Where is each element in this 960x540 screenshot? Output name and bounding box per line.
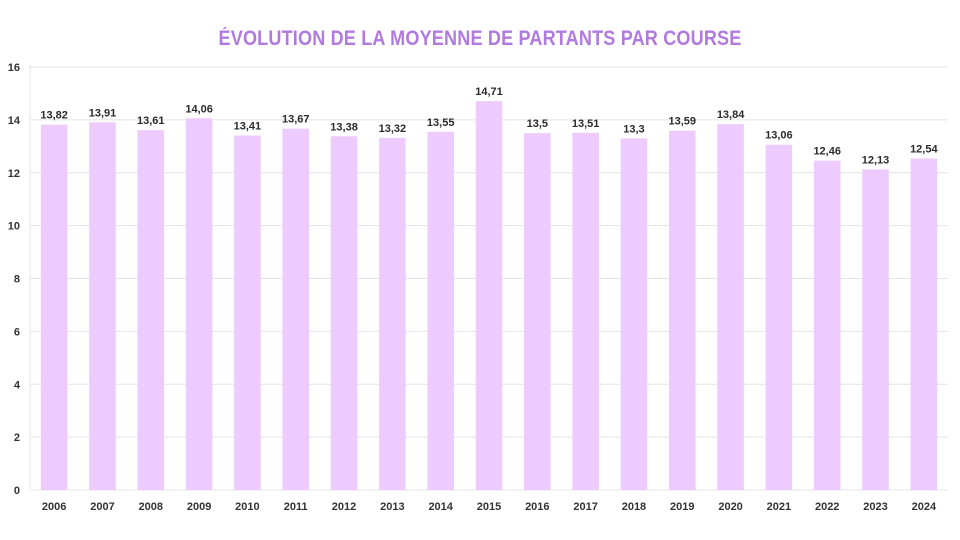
x-tick-label: 2008 (139, 501, 163, 513)
bar-2013 (379, 137, 406, 491)
chart-title: ÉVOLUTION DE LA MOYENNE DE PARTANTS PAR … (218, 27, 742, 50)
y-tick-label: 14 (8, 115, 21, 127)
data-label: 13,84 (717, 109, 745, 121)
x-tick-label: 2024 (912, 501, 937, 513)
bar-2015 (475, 101, 503, 491)
bar-2021 (765, 144, 793, 490)
bar-2012 (330, 136, 358, 491)
x-tick-label: 2009 (187, 501, 211, 513)
data-label: 13,67 (282, 114, 310, 126)
x-tick-label: 2016 (525, 501, 549, 513)
x-tick-label: 2014 (428, 501, 453, 513)
y-tick-label: 8 (14, 274, 20, 286)
data-label: 13,32 (379, 123, 407, 135)
x-tick-label: 2015 (477, 501, 501, 513)
data-label: 13,38 (330, 121, 358, 133)
x-tick-label: 2017 (573, 501, 597, 513)
bar-2017 (572, 132, 599, 490)
data-label: 13,5 (527, 118, 548, 130)
y-tick-label: 4 (14, 379, 21, 391)
bar-2016 (524, 133, 551, 490)
bar-2023 (862, 169, 889, 491)
data-label: 14,71 (475, 86, 503, 98)
data-label: 12,54 (910, 143, 938, 155)
bar-2014 (427, 131, 454, 490)
x-tick-label: 2023 (863, 501, 887, 513)
x-tick-label: 2010 (235, 501, 259, 513)
bar-2018 (620, 138, 648, 490)
data-label: 13,59 (668, 116, 696, 128)
bar-2022 (813, 160, 841, 490)
bar-2020 (717, 124, 744, 490)
bar-2007 (89, 122, 116, 491)
y-tick-label: 16 (8, 62, 20, 74)
x-tick-label: 2020 (718, 501, 742, 513)
y-tick-label: 2 (14, 432, 20, 444)
x-tick-label: 2018 (622, 501, 646, 513)
data-label: 13,3 (623, 123, 644, 135)
data-label: 13,91 (89, 107, 117, 119)
x-tick-label: 2007 (90, 501, 114, 513)
data-label: 13,55 (427, 117, 455, 129)
data-label: 13,41 (234, 120, 262, 132)
y-tick-label: 12 (8, 168, 20, 180)
x-tick-label: 2019 (670, 501, 694, 513)
bar-2010 (234, 135, 261, 490)
x-tick-label: 2011 (284, 501, 308, 513)
data-label: 13,61 (137, 115, 165, 127)
bar-2009 (185, 118, 213, 490)
x-tick-label: 2022 (815, 501, 839, 513)
bar-2024 (910, 158, 938, 490)
data-label: 13,82 (40, 110, 68, 122)
x-tick-label: 2012 (332, 501, 356, 513)
bar-2006 (40, 124, 68, 490)
x-tick-label: 2021 (767, 501, 791, 513)
data-label: 13,06 (765, 130, 793, 142)
x-tick-label: 2006 (42, 501, 66, 513)
y-tick-label: 10 (8, 221, 20, 233)
y-tick-label: 6 (14, 326, 20, 338)
y-tick-label: 0 (14, 485, 20, 497)
data-label: 13,51 (572, 118, 600, 130)
bar-2019 (668, 130, 696, 491)
bar-2008 (137, 130, 165, 491)
data-label: 12,13 (862, 154, 890, 166)
data-label: 14,06 (185, 103, 213, 115)
x-tick-label: 2013 (380, 501, 404, 513)
data-label: 12,46 (813, 146, 841, 158)
bar-2011 (282, 128, 310, 491)
